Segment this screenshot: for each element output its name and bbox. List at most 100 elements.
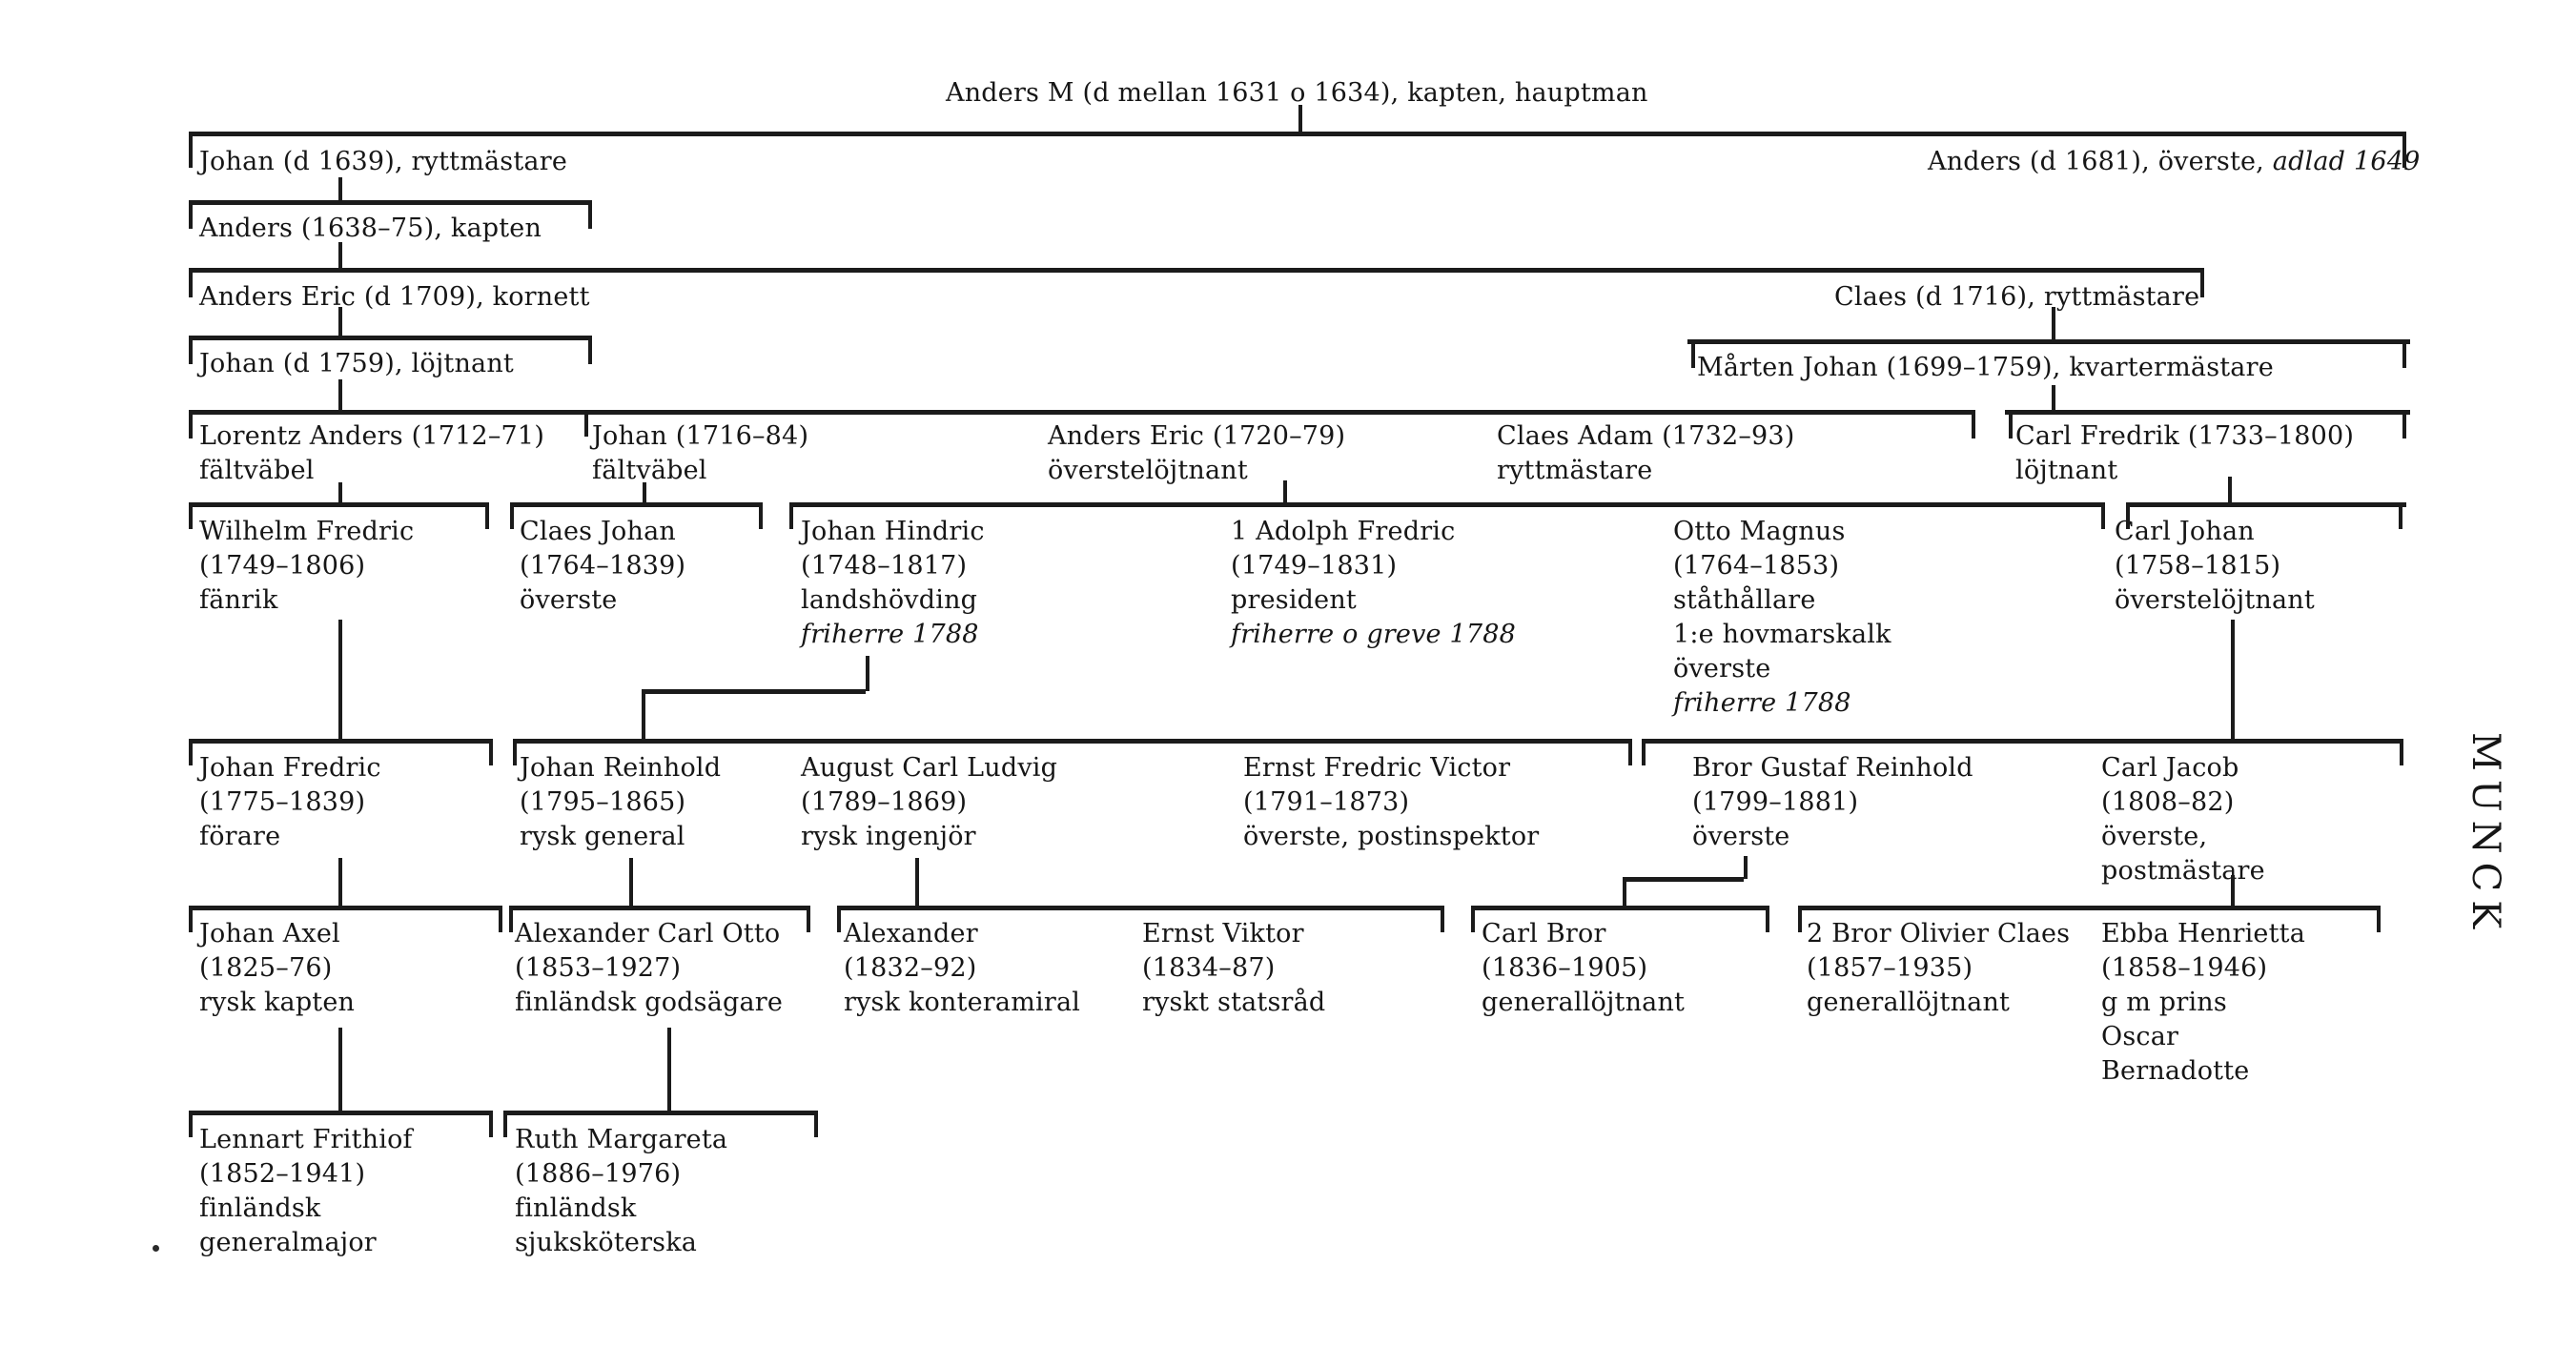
person-node-anders-1681: Anders (d 1681), överste, adlad 1649 [1928,145,2420,179]
person-text-line: postmästare [2101,856,2265,886]
connector-vertical-line [1623,879,1626,908]
person-text-line: (1852–1941) [199,1159,366,1189]
person-text-line: Bror Gustaf Reinhold [1692,753,1973,783]
connector-vertical-line [189,741,193,765]
person-text-line: finländsk [199,1193,321,1223]
person-text-line: 1 Adolph Fredric [1231,517,1456,546]
person-text-line: ståthållare [1673,585,1816,615]
connector-vertical-line [807,908,810,932]
person-text-line: Carl Bror [1482,919,1606,948]
person-node-marten-johan: Mårten Johan (1699–1759), kvartermästare [1697,351,2274,385]
person-node-claes-johan: Claes Johan (1764–1839) överste [520,515,685,618]
family-name-side-label: MUNCK [2464,732,2507,938]
connector-vertical-line [629,858,633,908]
person-node-johan-reinhold: Johan Reinhold (1795–1865) rysk general [520,751,721,854]
connector-vertical-line [489,1112,493,1137]
connector-vertical-line [915,858,919,908]
person-node-ebba-henrietta: Ebba Henrietta (1858–1946) g m prins Oscar B… [2101,917,2305,1089]
person-text-line: Otto Magnus [1673,517,1846,546]
person-node-johan-1716: Johan (1716–84) fältväbel [592,419,808,488]
connector-vertical-line [485,504,489,529]
connector-horizontal-line [189,336,592,340]
person-node-bror-olivier-claes: 2 Bror Olivier Claes (1857–1935) generallö… [1807,917,2070,1020]
person-text-line: (1853–1927) [515,953,682,983]
person-text-line: Johan (1716–84) [592,421,809,451]
connector-horizontal-line [1623,877,1744,882]
person-text-line: (1775–1839) [199,787,366,817]
person-text-line: August Carl Ludvig [801,753,1058,783]
connector-vertical-line [1471,908,1475,932]
person-text-line: Ebba Henrietta [2101,919,2305,948]
person-node-carl-bror: Carl Bror (1836–1905) generallöjtnant [1482,917,1685,1020]
person-text-line: Alexander [844,919,978,948]
connector-vertical-line [499,908,502,932]
person-node-ernst-fredric-victor: Ernst Fredric Victor (1791–1873) överste, … [1243,751,1539,854]
person-text-line: (1832–92) [844,953,977,983]
person-text-line: rysk ingenjör [801,822,976,851]
person-node-ernst-viktor: Ernst Viktor (1834–87) ryskt statsråd [1142,917,1325,1020]
person-node-alexander: Alexander (1832–92) rysk konteramiral [844,917,1080,1020]
connector-vertical-line [1283,480,1287,504]
connector-vertical-line [2402,412,2406,438]
person-text-line: (1834–87) [1142,953,1276,983]
connector-vertical-line [642,691,645,741]
connector-horizontal-line [510,502,763,507]
connector-vertical-line [189,504,193,529]
connector-vertical-line [2377,908,2381,932]
connector-vertical-line [510,504,514,529]
person-node-claes-adam: Claes Adam (1732–93) ryttmästare [1497,419,1795,488]
person-text-line: friherre o greve 1788 [1231,620,1517,649]
connector-horizontal-line [513,739,1632,744]
connector-vertical-line [789,504,793,529]
connector-vertical-line [2052,385,2055,412]
connector-vertical-line [1744,856,1748,879]
person-text-line: (1857–1935) [1807,953,1973,983]
connector-horizontal-line [1798,906,2381,910]
connector-vertical-line [2402,133,2406,168]
connector-vertical-line [2052,307,2055,341]
connector-horizontal-line [189,410,1975,415]
person-text-line: (1749–1831) [1231,551,1398,581]
person-text-line: Johan (d 1759), löjtnant [199,349,514,378]
connector-horizontal-line [189,906,502,910]
connector-vertical-line [1691,341,1695,368]
person-text-line: (1789–1869) [801,787,968,817]
connector-vertical-line [503,1112,507,1137]
person-text-line: finländsk godsägare [515,988,784,1017]
connector-horizontal-line [189,200,592,205]
connector-vertical-line [643,482,646,504]
person-text-line: Lennart Frithiof [199,1125,413,1154]
person-node-bror-gustaf-reinhold: Bror Gustaf Reinhold (1799–1881) överste [1692,751,1973,854]
connector-vertical-line [667,1028,671,1112]
person-node-anders-m: Anders M (d mellan 1631 o 1634), kapten,… [946,76,1648,111]
connector-horizontal-line [1687,339,2410,344]
person-text-line: Oscar [2101,1022,2179,1051]
connector-vertical-line [338,620,342,741]
person-text-line: 2 Bror Olivier Claes [1807,919,2071,948]
connector-vertical-line [2399,504,2402,529]
person-text-line: förare [199,822,281,851]
connector-horizontal-line [503,1111,818,1115]
connector-horizontal-line [189,502,489,507]
connector-vertical-line [588,202,592,229]
connector-vertical-line [509,908,513,932]
person-node-carl-johan: Carl Johan (1758–1815) överstelöjtnant [2115,515,2315,618]
connector-horizontal-line [189,132,2406,136]
connector-vertical-line [338,482,342,504]
person-node-carl-jacob: Carl Jacob (1808–82) överste, postmästare [2101,751,2265,888]
connector-vertical-line [189,133,193,168]
person-text-line: Johan Fredric [199,753,381,783]
connector-horizontal-line [509,906,810,910]
person-node-anders-1638: Anders (1638–75), kapten [199,212,542,246]
connector-vertical-line [2231,875,2235,908]
person-text-line: fältväbel [199,456,315,485]
connector-vertical-line [189,412,193,438]
person-text-line: rysk kapten [199,988,356,1017]
person-text-line: (1795–1865) [520,787,686,817]
connector-vertical-line [837,908,841,932]
connector-vertical-line [189,1112,193,1137]
person-node-johan-fredric: Johan Fredric (1775–1839) förare [199,751,381,854]
connector-horizontal-line [642,689,866,694]
person-text-line: Johan (d 1639), ryttmästare [199,147,567,176]
